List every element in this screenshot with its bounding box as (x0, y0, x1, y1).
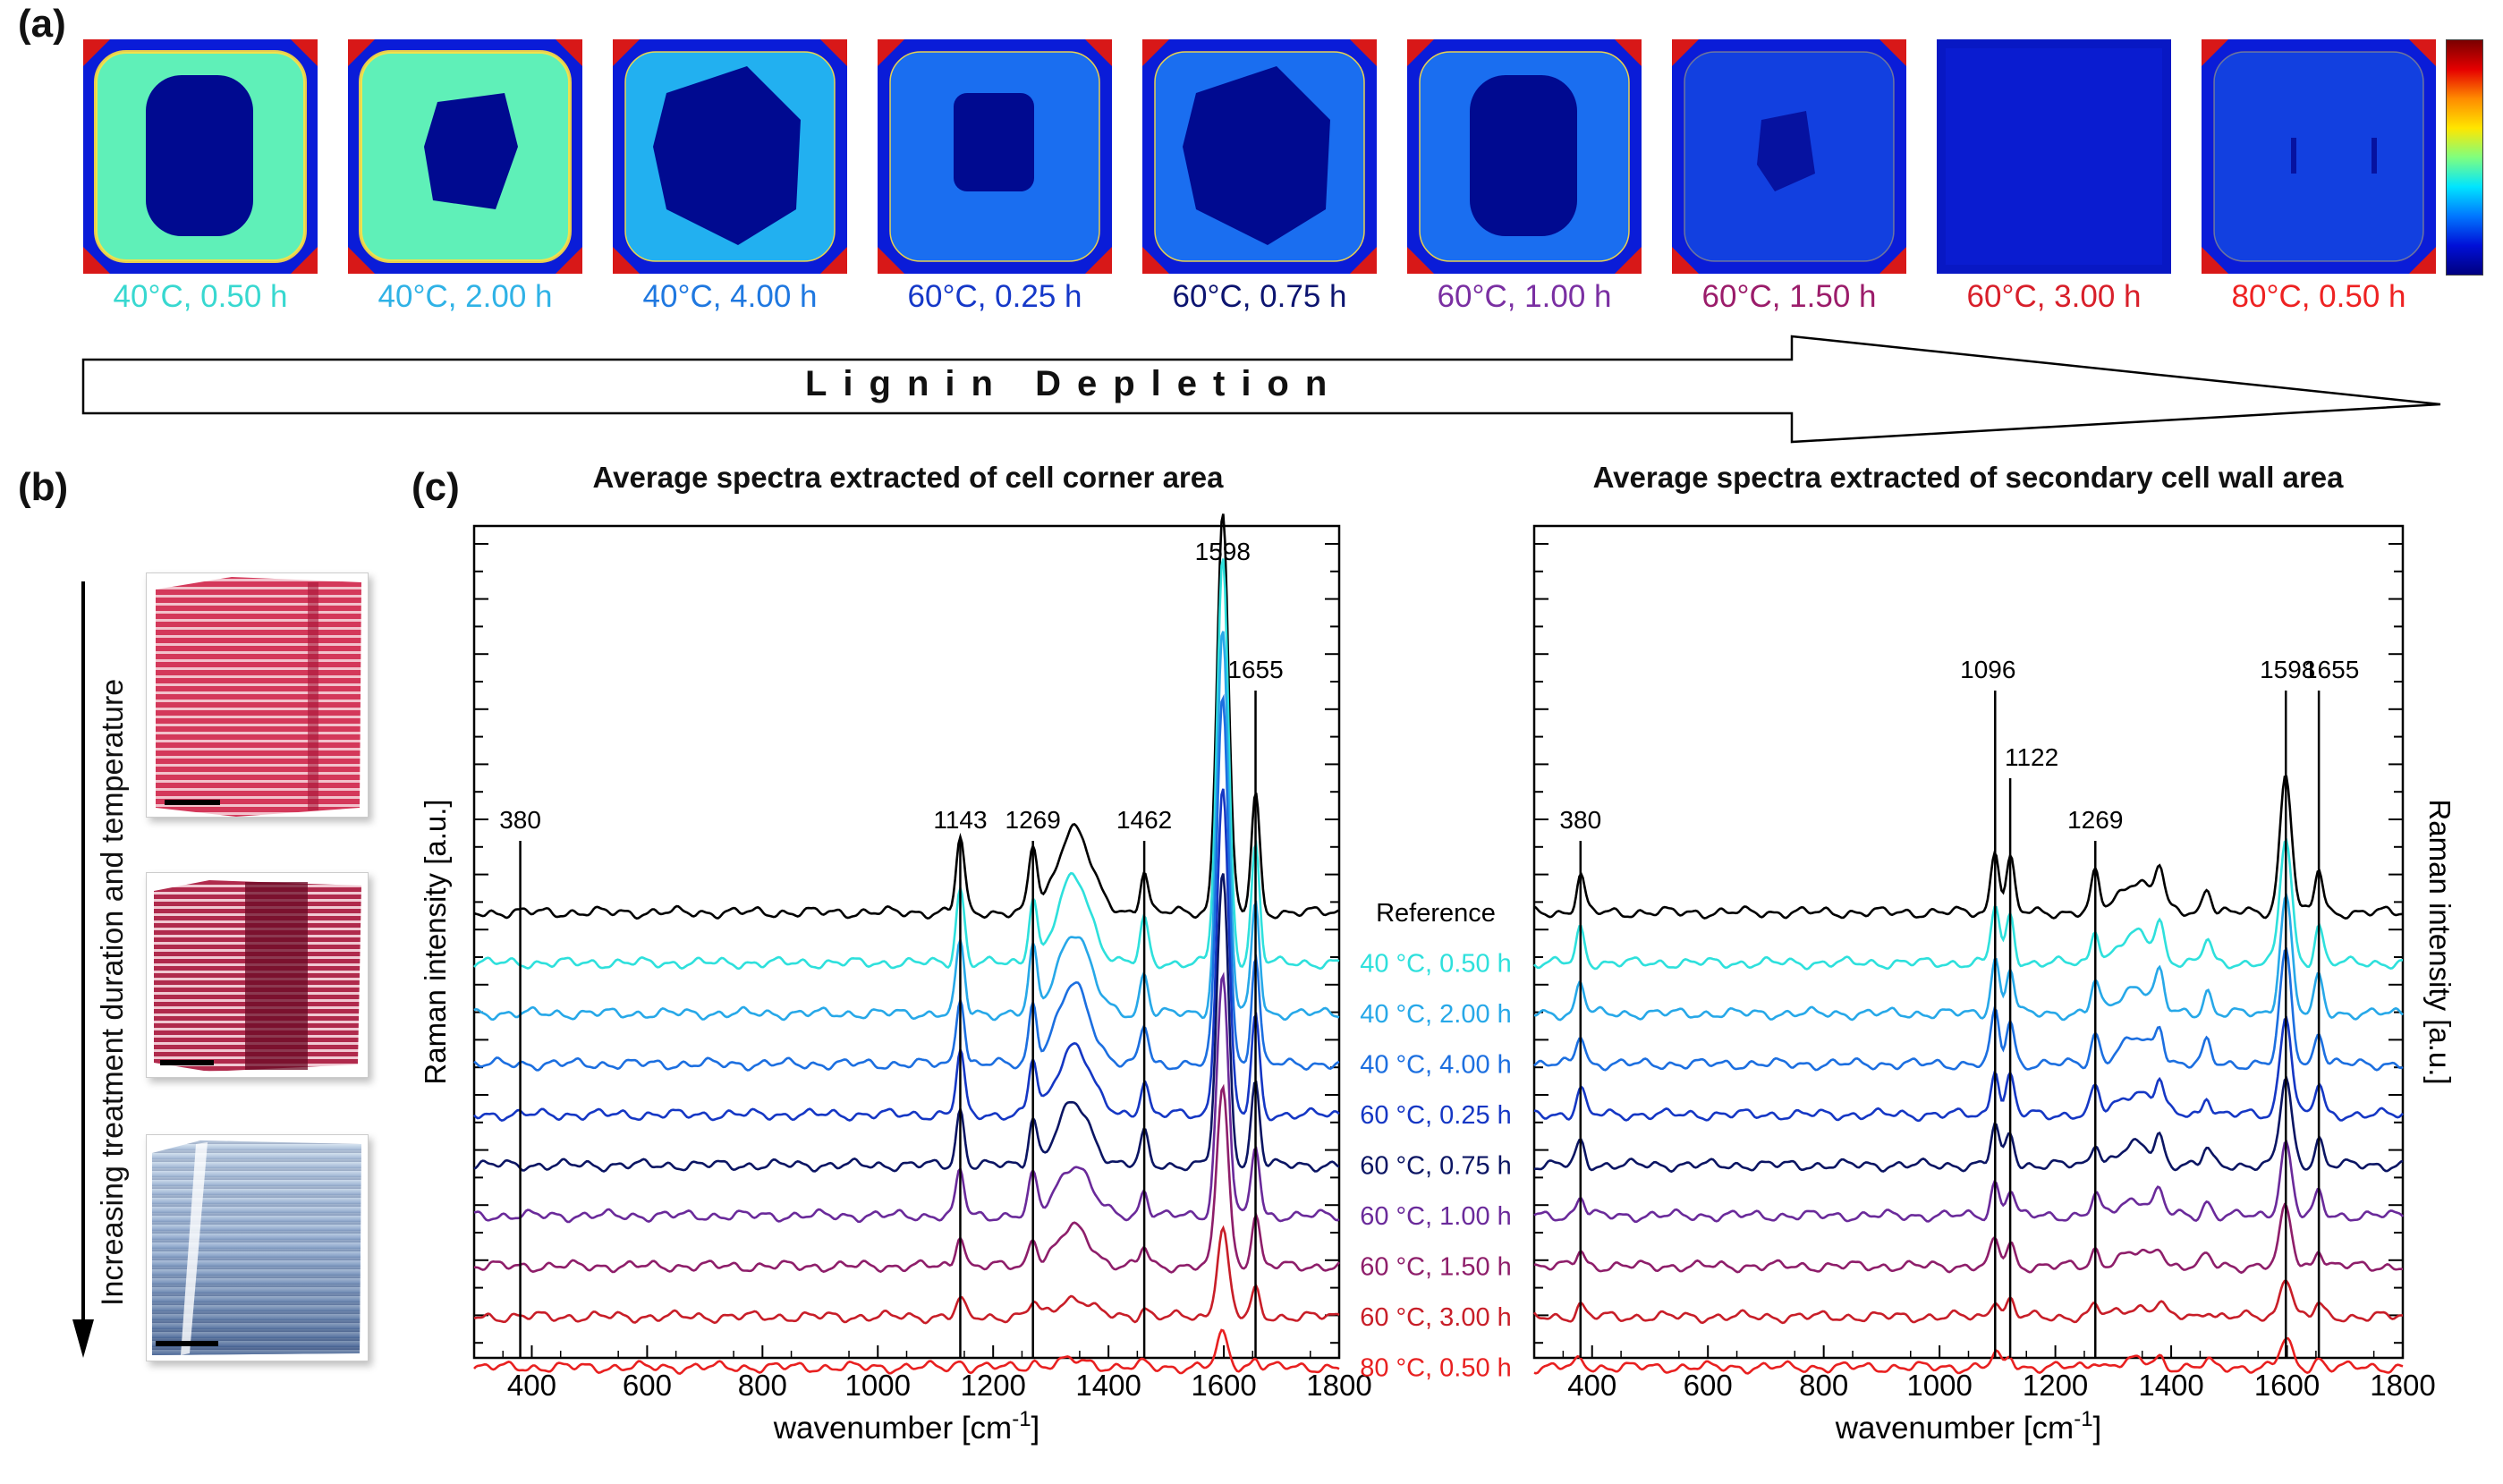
peak-label: 1269 (1005, 806, 1061, 834)
sample-photo-blue (146, 1134, 369, 1361)
plot-frame (1532, 524, 2405, 1360)
x-tick-label: 1800 (1306, 1369, 1371, 1402)
legend-entry: 40 °C, 0.50 h (1360, 950, 1512, 979)
x-tick-label: 1200 (960, 1369, 1025, 1402)
tile-caption: 60°C, 0.25 h (907, 279, 1082, 314)
raman-image-tile (613, 39, 847, 274)
tile-caption: 60°C, 0.75 h (1172, 279, 1347, 314)
y-axis-label: Raman intensity [a.u.] (419, 799, 452, 1084)
right-plot-title: Average spectra extracted of secondary c… (1592, 461, 2344, 494)
panel-letter-a: (a) (18, 2, 66, 46)
legend-entry: 60 °C, 1.00 h (1360, 1202, 1512, 1231)
arrow-label: Lignin Depletion (805, 364, 1344, 403)
spectrum-line (473, 513, 1340, 920)
spectrum-line (1533, 1202, 2403, 1275)
x-tick-label: 1400 (2138, 1369, 2203, 1402)
x-tick-label: 600 (623, 1369, 672, 1402)
spectrum-line (473, 971, 1340, 1224)
treatment-down-arrow (72, 581, 94, 1358)
tile-caption: 40°C, 2.00 h (378, 279, 553, 314)
peak-label: 1143 (933, 806, 987, 834)
peak-label: 380 (1559, 806, 1601, 834)
legend-entry: 40 °C, 4.00 h (1360, 1051, 1512, 1080)
raman-image-tile (1937, 39, 2171, 274)
tile-caption: 40°C, 4.00 h (642, 279, 818, 314)
peak-label: 1096 (1960, 656, 2015, 683)
intensity-colorbar (2446, 39, 2483, 276)
peak-label: 380 (499, 806, 541, 834)
spectrum-line (473, 693, 1340, 1072)
spectrum-line (1532, 1279, 2404, 1325)
x-tick-label: 1600 (1191, 1369, 1256, 1402)
x-tick-label: 800 (1799, 1369, 1848, 1402)
legend-entry: 60 °C, 0.25 h (1360, 1101, 1512, 1130)
spectrum-line (1533, 775, 2403, 920)
peak-label: 1269 (2067, 806, 2123, 834)
raman-image-tile (1142, 39, 1377, 274)
tile-caption: 60°C, 1.00 h (1437, 279, 1612, 314)
panel-letter-c: (c) (412, 465, 460, 509)
x-tick-label: 1000 (1906, 1369, 1972, 1402)
x-axis-label: wavenumber [cm-1] (1835, 1407, 2102, 1446)
spectrum-line (473, 1083, 1341, 1274)
legend-entry: 60 °C, 3.00 h (1360, 1303, 1512, 1332)
tile-caption: 60°C, 3.00 h (1966, 279, 2142, 314)
x-tick-label: 1000 (845, 1369, 911, 1402)
spectrum-line (1533, 1140, 2404, 1223)
peak-label: 1598 (1195, 538, 1251, 565)
spectrum-line (1533, 1015, 2404, 1123)
legend-entry: Reference (1376, 899, 1496, 928)
tile-caption: 40°C, 0.50 h (113, 279, 288, 314)
sample-photo-darkred (146, 872, 369, 1078)
x-tick-label: 400 (507, 1369, 556, 1402)
tile-caption: 80°C, 0.50 h (2231, 279, 2406, 314)
legend-entry: 40 °C, 2.00 h (1360, 1000, 1512, 1029)
raman-image-tile (1407, 39, 1642, 274)
peak-label: 1122 (2005, 743, 2058, 771)
x-tick-label: 1600 (2254, 1369, 2320, 1402)
left-plot-title: Average spectra extracted of cell corner… (592, 461, 1224, 494)
panel-letter-b: (b) (18, 465, 69, 509)
raman-image-tile (2202, 39, 2436, 274)
x-tick-label: 1800 (2370, 1369, 2435, 1402)
lignin-depletion-arrow (81, 335, 2441, 444)
x-tick-label: 400 (1567, 1369, 1616, 1402)
tile-caption: 60°C, 1.50 h (1701, 279, 1877, 314)
x-tick-label: 1200 (2023, 1369, 2088, 1402)
raman-image-tile (83, 39, 318, 274)
legend-entry: 80 °C, 0.50 h (1360, 1354, 1512, 1383)
x-tick-label: 600 (1684, 1369, 1733, 1402)
peak-label: 1655 (2304, 656, 2359, 683)
peak-label: 1655 (1227, 656, 1283, 683)
x-axis-label: wavenumber [cm-1] (773, 1407, 1040, 1446)
spectrum-line (1533, 1336, 2404, 1375)
spectrum-line (1533, 838, 2404, 971)
spectrum-line (473, 788, 1340, 1122)
spectrum-line (473, 631, 1340, 1022)
spectrum-line (473, 1225, 1340, 1325)
y-axis-label: Raman intensity [a.u.] (2423, 799, 2456, 1084)
legend-entry: 60 °C, 1.50 h (1360, 1253, 1512, 1282)
peak-label: 1598 (2260, 656, 2315, 683)
spectrum-line (473, 558, 1340, 971)
spectrum-line (473, 873, 1340, 1173)
x-tick-label: 800 (738, 1369, 787, 1402)
sample-photo-red (146, 572, 369, 818)
raman-image-tile (1672, 39, 1906, 274)
spectrum-line (1533, 946, 2404, 1072)
spectrum-line (1533, 892, 2404, 1022)
x-tick-label: 1400 (1075, 1369, 1141, 1402)
peak-label: 1462 (1116, 806, 1172, 834)
spectrum-line (1533, 1075, 2404, 1174)
spectrum-line (473, 1328, 1340, 1375)
raman-image-tile (348, 39, 582, 274)
legend-entry: 60 °C, 0.75 h (1360, 1152, 1512, 1181)
raman-image-tile (878, 39, 1112, 274)
